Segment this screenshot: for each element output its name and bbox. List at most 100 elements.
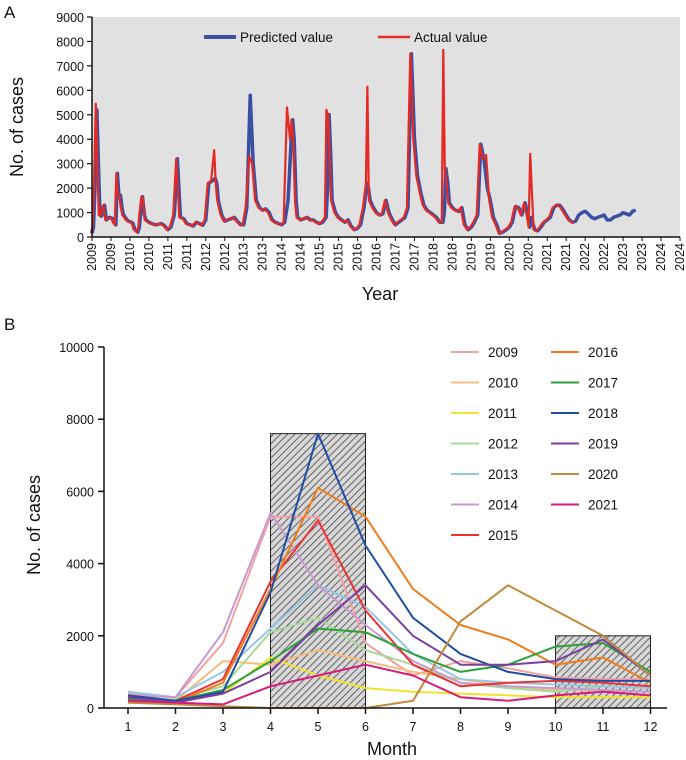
chart-b-legend: 2009 2010 2011 2012 2013 2014 2015 2016 2017 2018… (451, 345, 618, 543)
chart-a-ytick-label: 1000 (56, 207, 84, 221)
chart-a-xtick-label: 2017 (388, 243, 402, 271)
chart-b-xtick-label: 2 (172, 720, 179, 734)
legend-label-2017: 2017 (588, 376, 618, 391)
chart-b-xtick-label: 11 (597, 720, 610, 734)
chart-a-xtick-label: 2014 (275, 243, 289, 271)
chart-b-xtick-label: 1 (125, 720, 132, 734)
chart-a-xtick-label: 2024 (673, 243, 686, 271)
series-actual-value (89, 48, 575, 235)
legend-label-2009: 2009 (488, 345, 518, 360)
series-2020 (127, 584, 652, 709)
legend-label-2016: 2016 (588, 345, 618, 360)
chart-a-ytick-label: 4000 (56, 133, 84, 147)
legend-label-2020: 2020 (588, 467, 618, 482)
series-2019 (127, 584, 652, 704)
chart-a-xtick-label: 2011 (161, 243, 175, 270)
legend-label-2013: 2013 (488, 467, 518, 482)
chart-a: 0 1000 2000 3000 4000 5000 6000 7000 8000 9000 20… (7, 11, 686, 304)
chart-a-xtick-label: 2015 (313, 243, 327, 271)
chart-a-ytick-label: 5000 (56, 109, 84, 123)
chart-b-xtick-label: 9 (505, 720, 512, 734)
chart-a-xtick-label: 2020 (502, 243, 516, 271)
chart-a-xtick-label: 2015 (332, 243, 346, 271)
chart-a-xtick-label: 2009 (85, 243, 99, 271)
chart-a-xlabel: Year (362, 284, 398, 304)
chart-a-ytick-label: 2000 (56, 182, 84, 196)
series-2009 (127, 515, 651, 699)
legend-label-2011: 2011 (488, 406, 517, 421)
chart-a-xtick-label: 2010 (123, 243, 137, 271)
series-2015 (127, 519, 651, 702)
legend-predicted-label: Predicted value (240, 30, 333, 45)
series-2013 (127, 584, 651, 699)
legend-label-2014: 2014 (488, 498, 519, 513)
chart-b-ylabel: No. of cases (24, 475, 44, 575)
series-2018 (127, 432, 651, 702)
chart-a-xtick-label: 2019 (483, 243, 497, 271)
chart-b-ytick-label: 2000 (66, 630, 94, 644)
legend-label-2015: 2015 (488, 528, 518, 543)
chart-b-shaded-ranges (270, 433, 651, 709)
chart-a-xtick-label: 2018 (445, 243, 459, 271)
chart-b-xtick-label: 6 (362, 720, 369, 734)
chart-b-xtick-label: 7 (410, 720, 417, 734)
chart-a-xtick-label: 2016 (370, 243, 384, 271)
chart-a-xtick-label: 2022 (597, 243, 611, 271)
panel-a-label: A (4, 3, 16, 22)
chart-a-ytick-label: 3000 (56, 158, 84, 172)
chart-b-y-axis: 0 2000 4000 6000 8000 10000 (59, 341, 104, 716)
legend-label-2012: 2012 (488, 437, 518, 452)
chart-a-xtick-label: 2024 (654, 243, 668, 271)
legend-label-2021: 2021 (588, 498, 618, 513)
panel-b-label: B (4, 315, 15, 334)
chart-a-xtick-label: 2021 (559, 243, 573, 271)
chart-b-ytick-label: 6000 (66, 485, 94, 499)
series-2017 (127, 627, 652, 702)
chart-a-xtick-label: 2013 (237, 243, 251, 271)
chart-a-ytick-label: 0 (77, 231, 84, 245)
chart-a-y-axis: 0 1000 2000 3000 4000 5000 6000 7000 8000 9000 (56, 11, 92, 245)
legend-actual-label: Actual value (414, 30, 488, 45)
chart-a-xtick-label: 2013 (256, 243, 270, 271)
chart-a-xtick-label: 2020 (521, 243, 535, 271)
series-2021 (127, 663, 651, 706)
chart-a-xtick-label: 2012 (218, 243, 232, 271)
chart-a-xtick-label: 2014 (294, 243, 308, 271)
chart-a-xtick-label: 2010 (142, 243, 156, 271)
chart-b-xtick-label: 8 (457, 720, 464, 734)
chart-a-xtick-label: 2018 (426, 243, 440, 271)
chart-b-ytick-label: 10000 (59, 341, 94, 355)
chart-a-xtick-label: 2022 (578, 243, 592, 271)
chart-b-xtick-label: 12 (644, 720, 658, 734)
chart-b-xlabel: Month (367, 739, 417, 759)
chart-a-xtick-label: 2012 (199, 243, 213, 271)
chart-a-ylabel: No. of cases (7, 77, 27, 177)
chart-b-xtick-label: 10 (549, 720, 563, 734)
chart-a-ytick-label: 8000 (56, 35, 84, 49)
legend-label-2019: 2019 (588, 437, 618, 452)
chart-b-ytick-label: 0 (87, 702, 94, 716)
chart-a-xtick-label: 2016 (351, 243, 365, 271)
chart-a-x-axis: 2009 2009 2010 2010 2011 2011 2012 2012 2013 2013… (85, 237, 686, 271)
chart-a-xtick-label: 2017 (407, 243, 421, 271)
chart-a-xtick-label: 2021 (540, 243, 554, 271)
chart-a-series (89, 48, 637, 236)
chart-a-ytick-label: 6000 (56, 84, 84, 98)
series-2016 (127, 486, 651, 704)
chart-b-x-axis: 1 2 3 4 5 6 7 8 9 10 11 12 (125, 708, 658, 734)
shaded-range-2 (555, 635, 651, 709)
chart-b-xtick-label: 3 (220, 720, 227, 734)
legend-label-2018: 2018 (588, 406, 618, 421)
series-2012 (127, 616, 651, 702)
chart-b-ytick-label: 4000 (66, 558, 94, 572)
chart-b-ytick-label: 8000 (66, 413, 94, 427)
chart-b-xtick-label: 4 (267, 720, 274, 734)
chart-a-xtick-label: 2011 (180, 243, 194, 270)
shaded-range-1 (270, 433, 366, 709)
legend-label-2010: 2010 (488, 376, 518, 391)
chart-a-legend: Predicted value Actual value (204, 30, 488, 45)
chart-a-ytick-label: 9000 (56, 11, 84, 25)
chart-a-xtick-label: 2009 (104, 243, 118, 271)
